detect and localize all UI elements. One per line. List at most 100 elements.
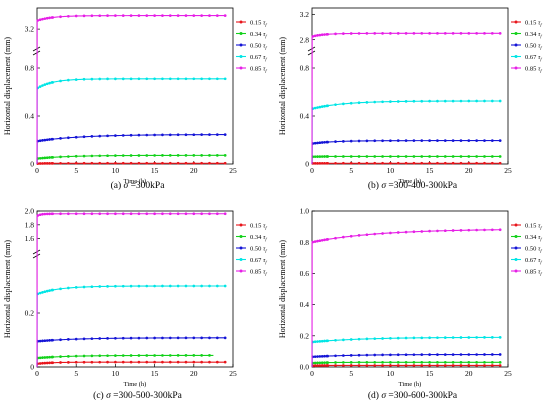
chart-b-series-067 (311, 99, 502, 165)
chart-a-series-050-point (38, 139, 42, 143)
chart-b-series-050-point (318, 141, 322, 145)
chart-a-y-tick-label: 0.8 (25, 64, 35, 73)
chart-d-series-067-point (420, 336, 424, 340)
chart-c-series-067-point (168, 284, 172, 288)
chart-c-series-050-point (145, 336, 149, 340)
chart-a-series-034-point (161, 154, 164, 157)
chart-b-series-015-point (420, 161, 424, 165)
chart-c-series-067-point (48, 289, 51, 292)
chart-c-series-034-point (208, 354, 211, 357)
chart-b-legend-swatch-marker (514, 55, 518, 58)
chart-d-legend-swatch-marker (514, 223, 518, 227)
chart-d-series-085-point (389, 231, 392, 235)
chart-d-series-015-point (389, 364, 392, 367)
chart-b-series-015-point (436, 161, 439, 165)
chart-d-series-015-point (475, 364, 478, 367)
chart-panel-d: 0 5 10 15 20 25 0.0 0.2 0.4 0.6 0.8 1.0 Time (h) Hori… (275, 203, 550, 406)
chart-d-series-034-point (357, 361, 361, 364)
chart-d-x-tick-label: 0 (310, 369, 314, 378)
chart-c-series-034-point (161, 354, 164, 357)
chart-b-y-tick-label: 3.2 (300, 10, 310, 19)
chart-d-series-050-point (373, 353, 377, 357)
chart-c-series-067-point (106, 285, 109, 288)
chart-d-series-067-point (436, 336, 439, 340)
chart-d-series-085-point (467, 228, 471, 232)
chart-a-series-085-point (59, 15, 62, 19)
chart-c-series-015-point (145, 360, 149, 364)
chart-c-series-067-point (192, 284, 196, 288)
chart-d-series-050-point (498, 353, 502, 356)
chart-b-series-067-point (490, 99, 494, 103)
chart-b-series-085-point (396, 31, 400, 35)
chart-d-legend-symbol: τ (538, 257, 541, 264)
chart-d-series-085-point (412, 230, 416, 234)
chart-c-series-067-point (59, 287, 62, 291)
chart-b-series-034-point (357, 155, 361, 158)
chart-d-series-015-point (467, 364, 471, 367)
chart-a-series-015-point (51, 161, 55, 165)
chart-b-series-034-point (342, 155, 345, 158)
chart-c-series-050-point (168, 336, 172, 340)
chart-d-series-067-point (467, 336, 471, 339)
chart-b-legend-subscript: f (540, 22, 542, 27)
chart-d-series-085-point (404, 230, 408, 234)
chart-b-series-067-point (316, 106, 319, 109)
chart-b-legend-subscript: f (540, 45, 542, 50)
chart-b-series-015-point (318, 161, 322, 165)
chart-b-legend-label: 0.34 τf (525, 31, 542, 39)
chart-c-series-067-point (41, 290, 44, 294)
chart-c-series-050 (36, 336, 227, 368)
chart-d-series-067-point (483, 336, 486, 339)
chart-d-series-015-point (436, 364, 439, 367)
caption-c-value: =300-500-300kPa (113, 391, 182, 401)
chart-c-series-067-point (215, 284, 219, 288)
chart-c-y-tick-label: 2.0 (25, 207, 35, 216)
chart-a-series-067-point (137, 77, 141, 81)
chart-d-series-050-point (365, 353, 369, 357)
chart-b-series-067-point (443, 99, 447, 103)
chart-b-series-085-point (389, 31, 392, 35)
chart-c-series-034-point (200, 354, 203, 357)
chart-d-frame (311, 210, 509, 368)
chart-c-series-050-point (98, 337, 102, 340)
chart-d-legend-symbol: τ (538, 222, 541, 229)
chart-c-series-015-point (184, 360, 188, 364)
chart-a-series-067-point (38, 85, 42, 89)
caption-a-symbol: σ (123, 181, 129, 191)
chart-a-series-034-point (176, 154, 180, 157)
chart-a-series-034-point (184, 154, 188, 157)
chart-b-series-034-point (381, 155, 384, 158)
chart-c-series-015-point (90, 360, 94, 364)
chart-c-series-015-point (121, 360, 125, 364)
chart-c-legend-label: 0.50 τf (250, 245, 267, 253)
chart-a-series-015-point (90, 161, 94, 165)
chart-a-series-015-point (192, 161, 196, 165)
chart-c-series-050-point (38, 339, 42, 343)
chart-a-series-067 (36, 77, 227, 165)
chart-c-y-tick-label: 0 (30, 363, 34, 372)
chart-b-series-034-point (365, 155, 369, 158)
chart-c-series-067-point (82, 285, 86, 289)
chart-a-series-015-point (161, 161, 164, 165)
chart-a-legend-label: 0.34 τf (250, 31, 267, 39)
chart-d-series-067-point (475, 336, 478, 339)
chart-a-legend-swatch-marker (239, 20, 243, 24)
chart-b-series-067-point (396, 100, 400, 103)
chart-b-series-085-point (349, 32, 353, 35)
chart-d-legend: 0.15 τf 0.34 τf 0.50 τf 0.67 τf 0.85 τf (511, 222, 542, 276)
chart-d-legend-symbol: τ (538, 234, 541, 241)
chart-a-series-034-point (137, 154, 141, 157)
chart-c-series-015-point (129, 360, 133, 364)
chart-b-series-067-point (459, 99, 463, 103)
chart-a-series-015-point (137, 161, 141, 165)
chart-b-y-tick-label: 0.4 (300, 112, 310, 121)
chart-c-series-015-point (176, 360, 180, 364)
chart-c-legend-entry: 0.15 τf (236, 222, 267, 230)
chart-c-series-085-point (223, 212, 227, 216)
chart-c-series-034-point (121, 354, 125, 357)
chart-c-series-067 (36, 284, 227, 368)
chart-c-series-067-point (51, 288, 55, 292)
chart-d-series-067-point (412, 336, 416, 340)
chart-a-series-050-point (176, 133, 180, 137)
chart-c-series-015 (36, 360, 227, 368)
